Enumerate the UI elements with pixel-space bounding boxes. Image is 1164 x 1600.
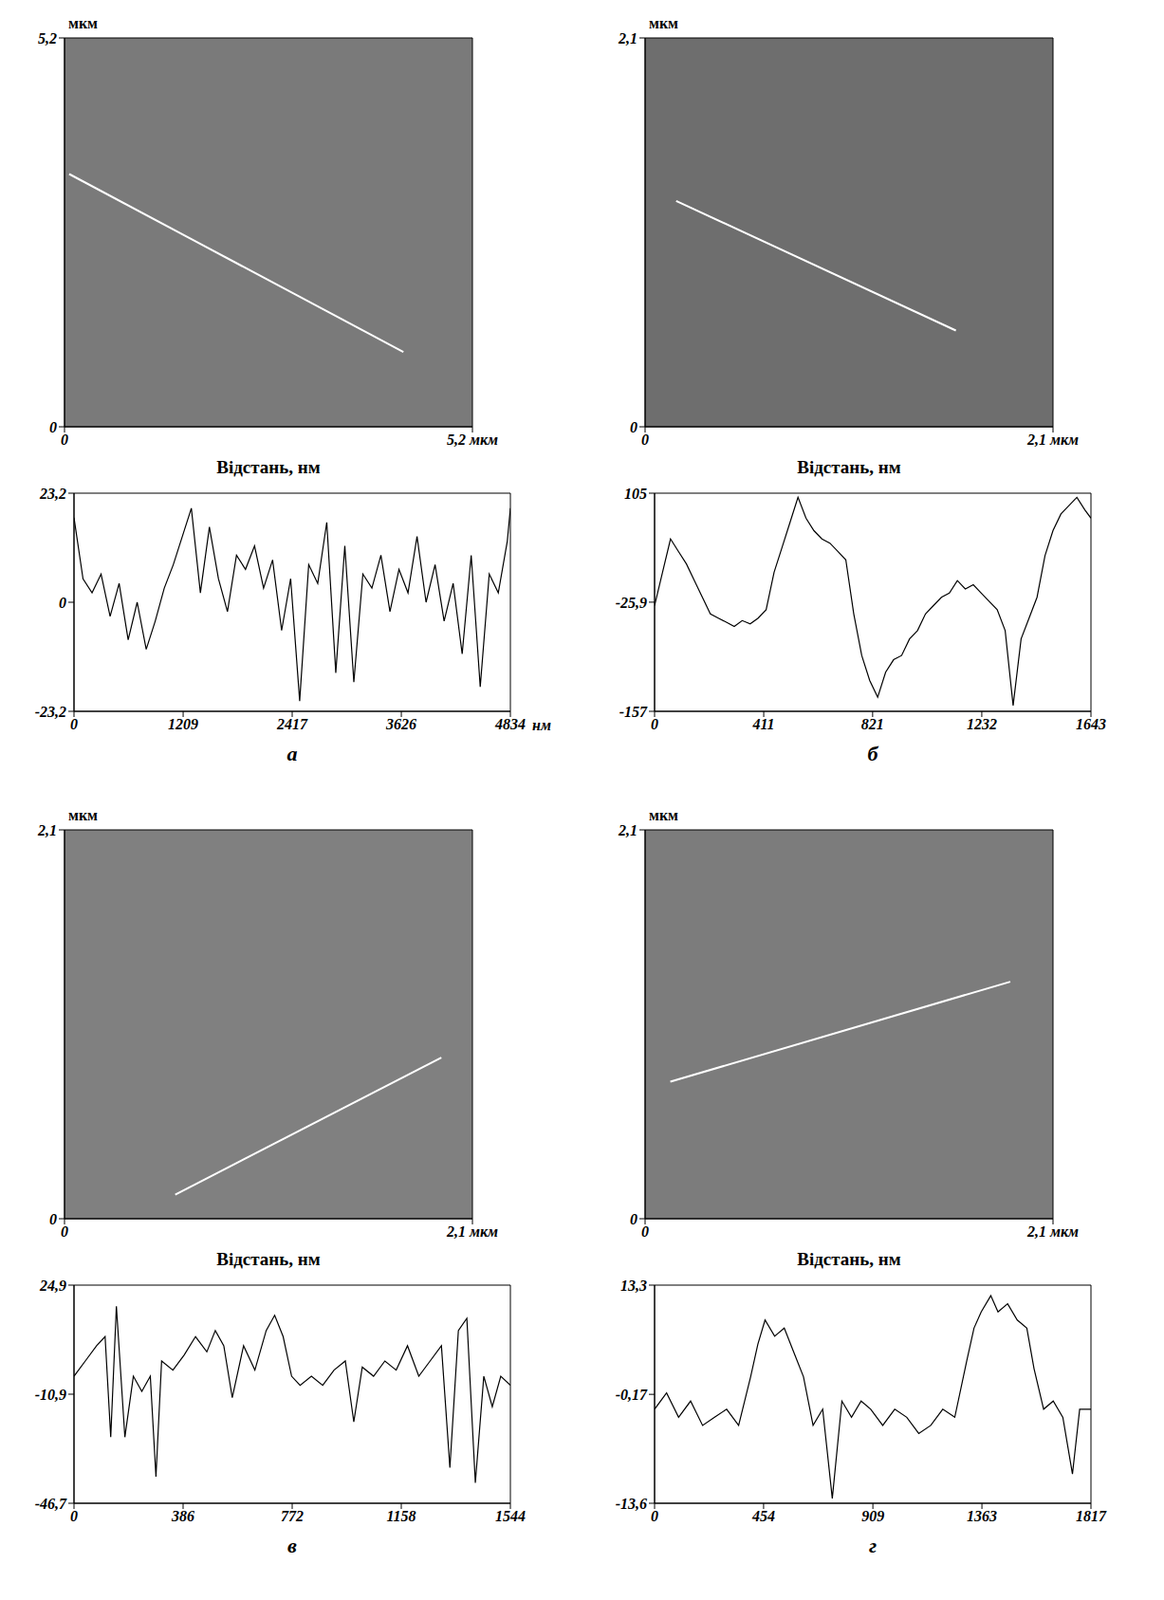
svg-text:772: 772 [280,1508,304,1525]
svg-text:1643: 1643 [1075,716,1107,733]
svg-text:1817: 1817 [1075,1508,1108,1525]
svg-text:0: 0 [70,1508,78,1525]
html-text:Відстань, нм: Відстань, нм [797,1249,901,1270]
svg-text:2,1: 2,1 [617,822,638,839]
svg-text:2,1: 2,1 [36,822,57,839]
svg-text:386: 386 [170,1508,195,1525]
svg-text:0: 0 [650,1508,659,1525]
svg-text:13,3: 13,3 [620,1277,647,1294]
svg-text:4834: 4834 [494,716,526,733]
svg-text:-46,7: -46,7 [35,1496,68,1513]
html-text:мкм: мкм [648,15,679,32]
svg-text:1544: 1544 [495,1508,526,1525]
svg-text:-157: -157 [619,703,648,721]
svg-text:0: 0 [641,431,649,448]
html-text:г: г [868,1533,877,1558]
svg-text:3626: 3626 [385,716,417,733]
svg-text:24,9: 24,9 [38,1277,67,1294]
svg-text:411: 411 [752,716,776,733]
svg-text:0: 0 [629,1211,638,1228]
html-text:Відстань, нм: Відстань, нм [216,1249,321,1270]
svg-text:2,1 мкм: 2,1 мкм [1026,431,1079,448]
html-text:мкм: мкм [68,807,98,824]
svg-text:2,1 мкм: 2,1 мкм [1026,1223,1079,1240]
svg-text:-10,9: -10,9 [35,1386,67,1404]
svg-text:105: 105 [624,485,647,502]
svg-text:-25,9: -25,9 [615,594,647,611]
svg-text:0: 0 [49,1211,57,1228]
svg-text:0: 0 [641,1223,649,1240]
svg-text:-23,2: -23,2 [35,703,67,721]
svg-text:0: 0 [58,594,67,611]
html-text:Відстань, нм: Відстань, нм [216,457,321,478]
svg-text:2417: 2417 [276,716,309,733]
svg-text:1232: 1232 [966,716,998,733]
svg-text:0: 0 [650,716,659,733]
html-text:мкм: мкм [68,15,98,32]
svg-text:0: 0 [60,1223,69,1240]
html-text:мкм: мкм [648,807,679,824]
html-text:Відстань, нм: Відстань, нм [797,457,901,478]
svg-text:-0,17: -0,17 [615,1386,648,1404]
html-text:б: б [867,741,878,766]
svg-text:0: 0 [49,419,57,436]
svg-text:0: 0 [70,716,78,733]
html-text:нм: нм [532,717,551,734]
svg-text:1158: 1158 [386,1508,416,1525]
svg-text:0: 0 [629,419,638,436]
svg-text:2,1 мкм: 2,1 мкм [445,1223,499,1240]
svg-text:909: 909 [861,1508,885,1525]
svg-text:454: 454 [751,1508,776,1525]
svg-text:1209: 1209 [167,716,199,733]
svg-text:2,1: 2,1 [617,30,638,47]
html-text:в: в [287,1533,297,1558]
svg-text:1363: 1363 [966,1508,998,1525]
svg-text:5,2 мкм: 5,2 мкм [446,431,499,448]
svg-text:0: 0 [60,431,69,448]
svg-text:5,2: 5,2 [37,30,57,47]
svg-text:-13,6: -13,6 [615,1496,647,1513]
svg-text:821: 821 [861,716,885,733]
html-text:а: а [286,741,298,766]
svg-text:23,2: 23,2 [38,485,67,502]
